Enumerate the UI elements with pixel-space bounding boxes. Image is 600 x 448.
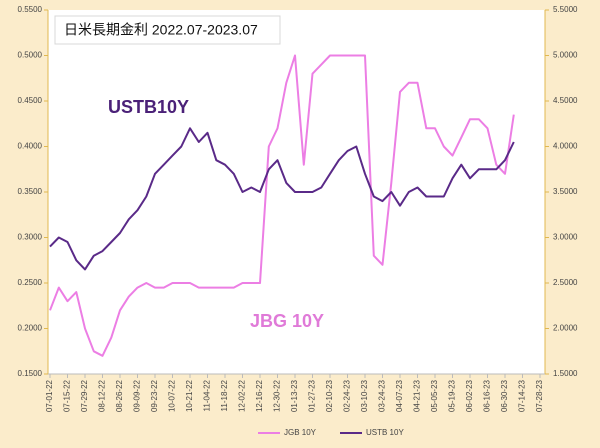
series-line [49,54,515,357]
legend-label: JGB 10Y [284,428,317,437]
x-tick-label: 12-16-22 [255,379,264,412]
x-tick-label: 06-16-23 [483,379,492,412]
x-tick-label: 04-07-23 [395,379,404,412]
y-tick-label: 0.2000 [18,324,43,333]
x-tick-label: 01-13-23 [290,379,299,412]
y2-tick-label: 5.0000 [553,51,578,60]
y2-tick-label: 4.5000 [553,96,578,105]
x-tick-label: 07-28-23 [535,379,544,412]
y-tick-label: 0.3500 [18,187,43,196]
x-tick-label: 09-09-22 [133,379,142,412]
y2-tick-label: 2.0000 [553,324,578,333]
legend-label: USTB 10Y [366,428,404,437]
y2-tick-label: 4.0000 [553,142,578,151]
x-tick-label: 01-27-23 [308,379,317,412]
y2-tick-label: 3.0000 [553,233,578,242]
y-tick-label: 0.5000 [18,51,43,60]
x-tick-label: 08-12-22 [98,379,107,412]
x-tick-label: 10-21-22 [185,379,194,412]
x-tick-label: 05-05-23 [430,379,439,412]
x-tick-label: 11-18-22 [220,379,229,411]
x-tick-label: 03-24-23 [378,379,387,412]
annotation: JBG 10Y [250,311,324,331]
annotation: USTB10Y [108,97,189,117]
x-tick-label: 06-02-23 [465,379,474,412]
x-tick-label: 07-14-23 [518,379,527,412]
y-tick-label: 0.5500 [18,5,43,14]
title-box [54,15,281,45]
y2-tick-label: 1.5000 [553,369,578,378]
x-tick-label: 05-19-23 [448,379,457,412]
y-tick-label: 0.4500 [18,96,43,105]
x-tick-label: 07-01-22 [45,379,54,412]
chart-title: 日米長期金利 2022.07-2023.07 [64,22,258,38]
series-line [49,127,515,271]
x-tick-label: 07-15-22 [63,379,72,412]
x-tick-label: 12-30-22 [273,379,282,412]
y2-tick-label: 5.5000 [553,5,578,14]
x-tick-label: 02-10-23 [325,379,334,412]
x-tick-label: 11-04-22 [203,379,212,411]
y-tick-label: 0.4000 [18,142,43,151]
x-tick-label: 09-23-22 [150,379,159,412]
y-tick-label: 0.2500 [18,278,43,287]
x-tick-label: 08-26-22 [115,379,124,412]
y2-tick-label: 3.5000 [553,187,578,196]
x-tick-label: 06-30-23 [500,379,509,412]
x-tick-label: 04-21-23 [413,379,422,412]
y-tick-label: 0.1500 [18,369,43,378]
x-tick-label: 12-02-22 [238,379,247,412]
y-tick-label: 0.3000 [18,233,43,242]
x-tick-label: 10-07-22 [168,379,177,412]
y2-tick-label: 2.5000 [553,278,578,287]
x-tick-label: 03-10-23 [360,379,369,412]
x-tick-label: 02-24-23 [343,379,352,412]
x-tick-label: 07-29-22 [80,379,89,412]
